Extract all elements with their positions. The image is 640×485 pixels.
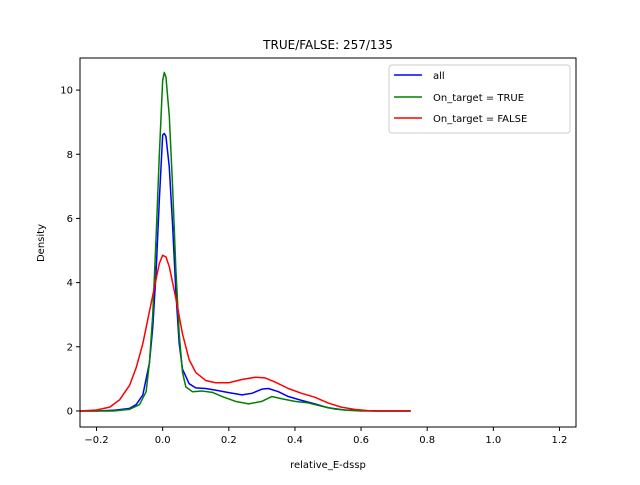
series-line-on-target-false: [79, 254, 411, 412]
y-tick-label: 6: [67, 214, 73, 225]
y-tick-label: 0: [67, 406, 73, 417]
x-tick-label: 0.8: [419, 435, 435, 446]
legend-label-on-target-true: On_target = TRUE: [433, 93, 524, 104]
y-tick-label: 8: [67, 150, 73, 161]
x-tick-label: 1.0: [485, 435, 501, 446]
x-tick-label: 0.6: [353, 435, 369, 446]
legend-box: [388, 64, 571, 134]
y-axis-label: Density: [36, 224, 47, 262]
y-tick-label: 2: [67, 342, 73, 353]
x-tick-label: 0.0: [155, 435, 171, 446]
x-tick-label: 0.2: [221, 435, 237, 446]
plot-frame: [79, 57, 577, 428]
x-axis-label: relative_E-dssp: [290, 460, 366, 471]
y-tick-label: 10: [60, 86, 73, 97]
x-tick-label: 1.2: [552, 435, 568, 446]
legend: all On_target = TRUE On_target = FALSE: [388, 64, 571, 134]
legend-label-all: all: [433, 71, 445, 82]
x-tick-label: −0.2: [84, 435, 108, 446]
x-axis-ticks: −0.2 0.0 0.2 0.4 0.6 0.8 1.0 1.2: [84, 427, 567, 446]
series-line-on-target-true: [80, 71, 411, 412]
legend-label-on-target-false: On_target = FALSE: [433, 114, 527, 125]
y-axis-ticks: 0 2 4 6 8 10: [60, 86, 80, 417]
series-layer: [79, 71, 411, 412]
chart-title: TRUE/FALSE: 257/135: [262, 38, 393, 52]
x-tick-label: 0.4: [287, 435, 303, 446]
y-tick-label: 4: [67, 278, 73, 289]
